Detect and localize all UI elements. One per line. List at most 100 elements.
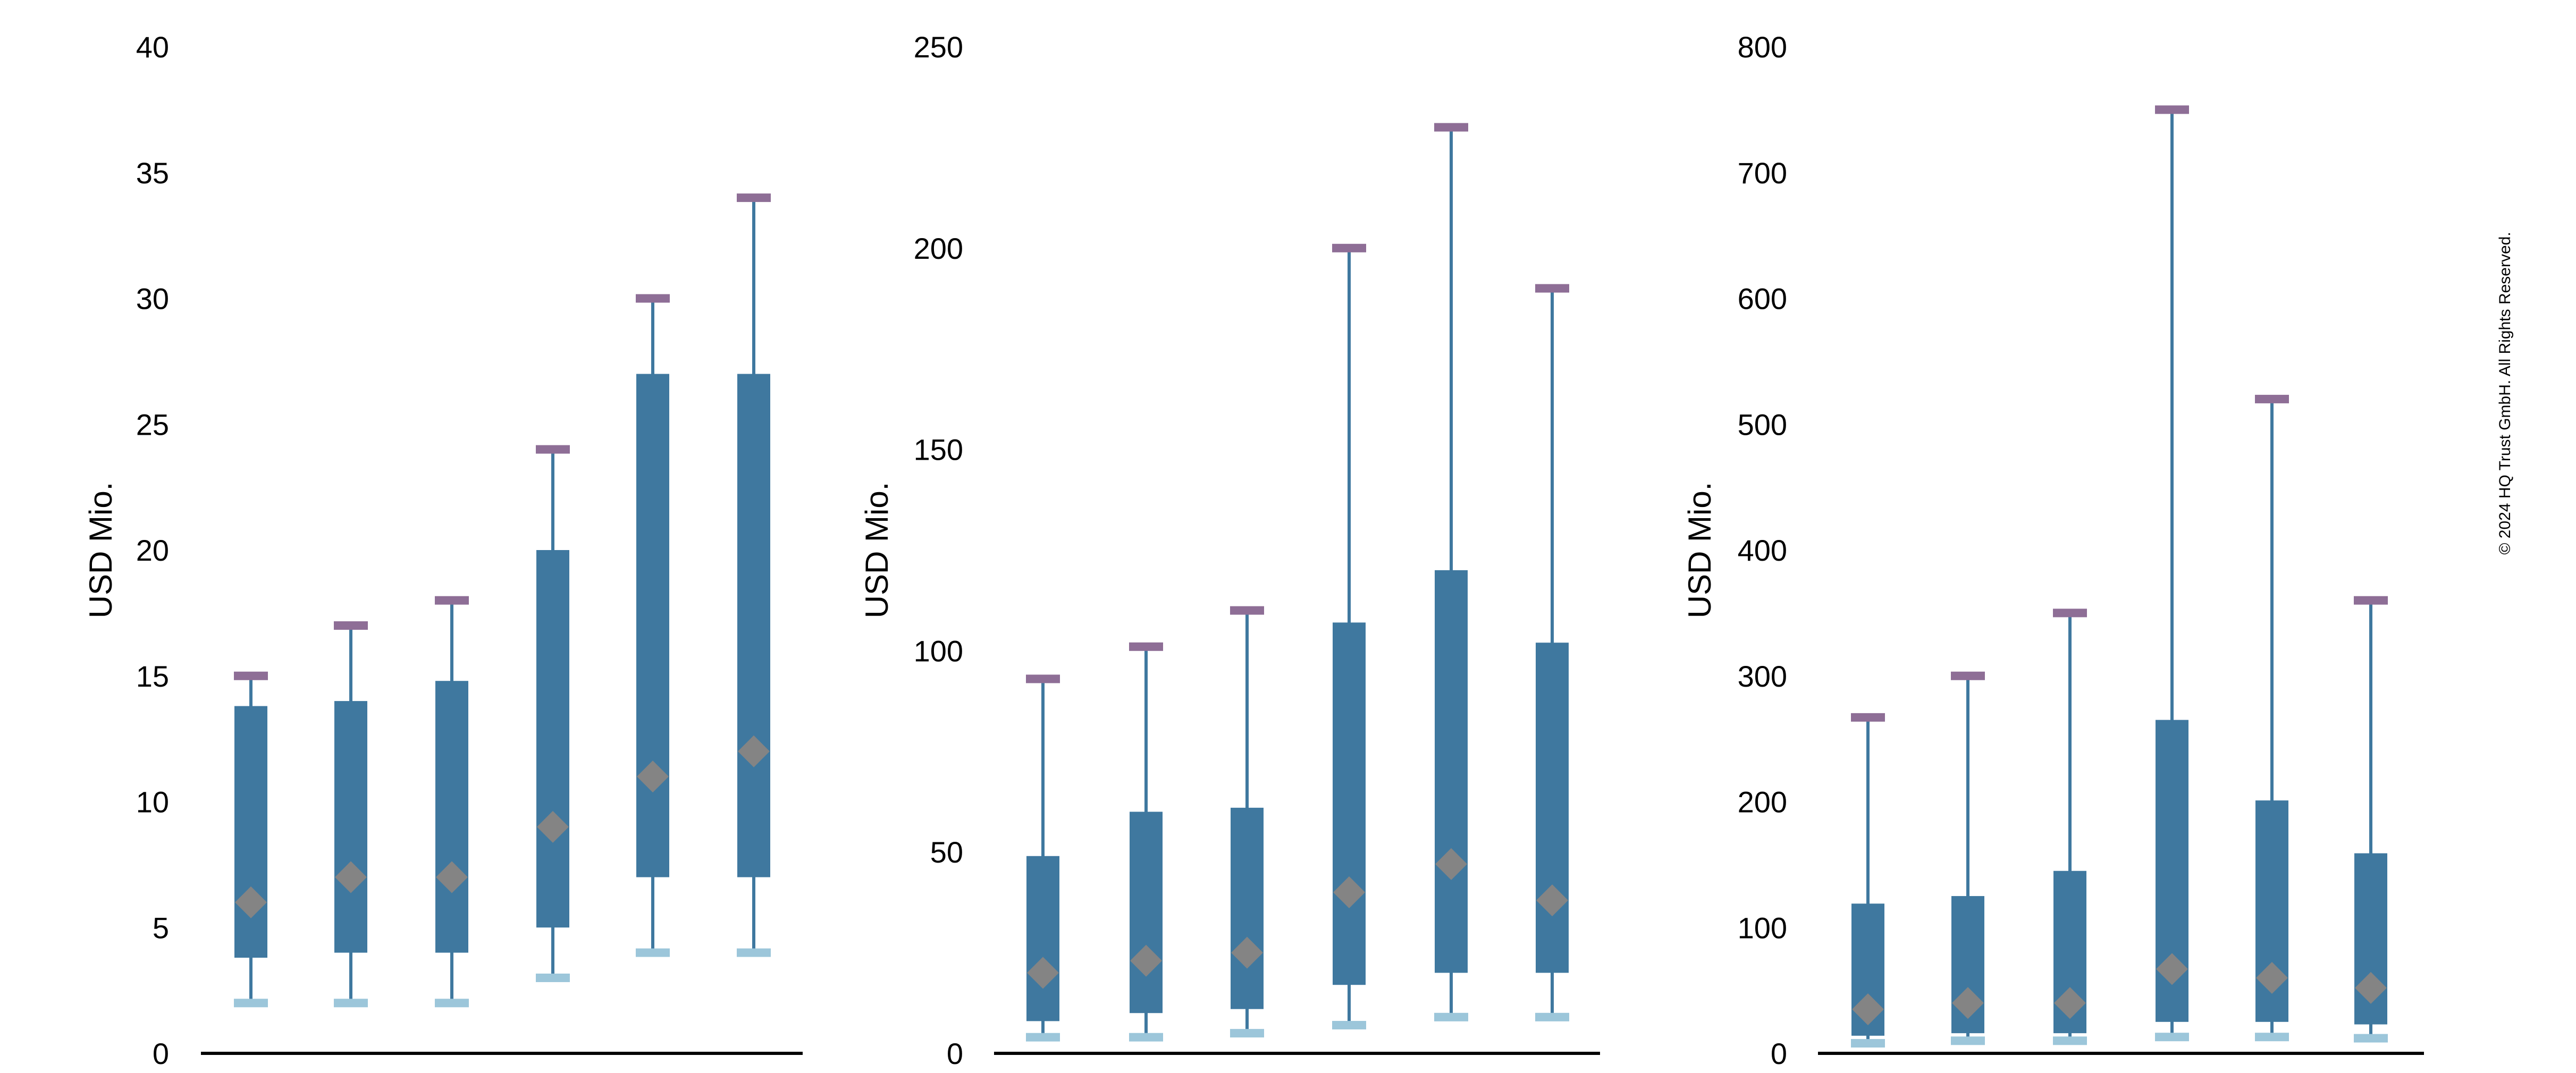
interquartile-box [536,550,569,928]
mean-marker [738,735,770,767]
y-tick-label: 40 [136,30,169,64]
y-tick-label: 200 [1738,785,1787,819]
min-cap [636,948,670,957]
y-tick-label: 10 [136,785,169,819]
mean-marker [1952,987,1984,1019]
max-cap [1951,671,1985,680]
interquartile-box [1536,643,1569,973]
max-cap [435,596,469,605]
min-cap [2354,1034,2388,1043]
interquartile-box [1333,622,1366,985]
box-5 [2255,394,2289,1042]
copyright-notice: © 2024 HQ Trust GmbH. All Rights Reserve… [2496,232,2514,554]
mean-marker [1852,993,1884,1026]
y-axis-title: USD Mio. [859,482,895,619]
box-4 [1332,243,1366,1029]
max-cap [1230,606,1264,615]
min-cap [234,999,268,1008]
y-tick-label: 50 [930,835,963,869]
y-tick-label: 150 [914,433,963,467]
interquartile-box [1130,812,1163,1013]
mean-marker [1231,936,1263,969]
y-tick-label: 100 [1738,911,1787,944]
box-2 [1129,642,1163,1042]
y-tick-label: 0 [153,1037,169,1070]
min-cap [536,973,570,982]
interquartile-box [435,681,468,953]
mean-marker [436,861,468,893]
box-1 [1851,713,1885,1048]
max-cap [2255,394,2289,403]
box-1 [1026,674,1060,1042]
mean-marker [2355,971,2387,1004]
max-cap [737,193,771,202]
y-tick-label: 35 [136,156,169,190]
mean-marker [1130,944,1162,977]
mean-marker [335,861,367,893]
max-cap [1026,674,1060,683]
y-tick-label: 20 [136,534,169,567]
min-cap [2155,1033,2189,1042]
max-cap [1129,642,1163,651]
min-cap [2053,1036,2087,1045]
box-4 [2155,105,2189,1042]
y-tick-label: 100 [914,634,963,668]
y-tick-label: 0 [947,1037,963,1070]
interquartile-box [737,374,770,877]
y-tick-label: 600 [1738,282,1787,316]
min-cap [737,948,771,957]
min-cap [1026,1033,1060,1042]
box-1 [234,671,268,1008]
chart-2: 0 50 100 150 200 250 USD Mio. [859,30,1600,1070]
box-6 [2354,596,2388,1043]
interquartile-box [1026,856,1059,1021]
mean-marker [2256,961,2288,994]
y-tick-label: 5 [153,911,169,944]
mean-marker [1333,876,1365,908]
min-cap [334,999,368,1008]
mean-marker [1536,884,1568,917]
box-6 [737,193,771,957]
mean-marker [637,761,669,793]
max-cap [234,671,268,680]
chart-3: 0 100 200 300 400 500 600 700 800 USD Mio. [1682,30,2424,1070]
y-axis-title: USD Mio. [83,482,119,619]
mean-marker [2156,953,2188,985]
box-3 [2053,609,2087,1045]
max-cap [2354,596,2388,605]
y-tick-label: 500 [1738,408,1787,441]
max-cap [636,294,670,303]
mean-marker [2054,987,2086,1019]
y-axis-title: USD Mio. [1682,482,1718,619]
interquartile-box [234,706,267,958]
y-tick-label: 300 [1738,660,1787,693]
chart-1: 0 5 10 15 20 25 30 35 40 USD Mio. [83,30,803,1070]
box-3 [435,596,469,1008]
interquartile-box [1231,807,1264,1009]
box-4 [536,445,570,982]
interquartile-box [636,374,669,877]
max-cap [1332,243,1366,252]
box-2 [1951,671,1985,1045]
y-tick-label: 25 [136,408,169,441]
min-cap [1851,1039,1885,1048]
y-tick-label: 15 [136,660,169,693]
mean-marker [235,886,267,918]
min-cap [1332,1020,1366,1029]
y-tick-label: 200 [914,232,963,265]
max-cap [1434,123,1468,132]
max-cap [2053,609,2087,618]
y-tick-label: 400 [1738,534,1787,567]
box-2 [334,621,368,1008]
max-cap [2155,105,2189,114]
y-tick-label: 700 [1738,156,1787,190]
min-cap [1535,1012,1569,1021]
max-cap [334,621,368,630]
min-cap [1434,1012,1468,1021]
y-tick-label: 30 [136,282,169,316]
y-tick-label: 800 [1738,30,1787,64]
y-tick-label: 0 [1771,1037,1787,1070]
min-cap [1951,1036,1985,1045]
box-5 [1434,123,1468,1021]
